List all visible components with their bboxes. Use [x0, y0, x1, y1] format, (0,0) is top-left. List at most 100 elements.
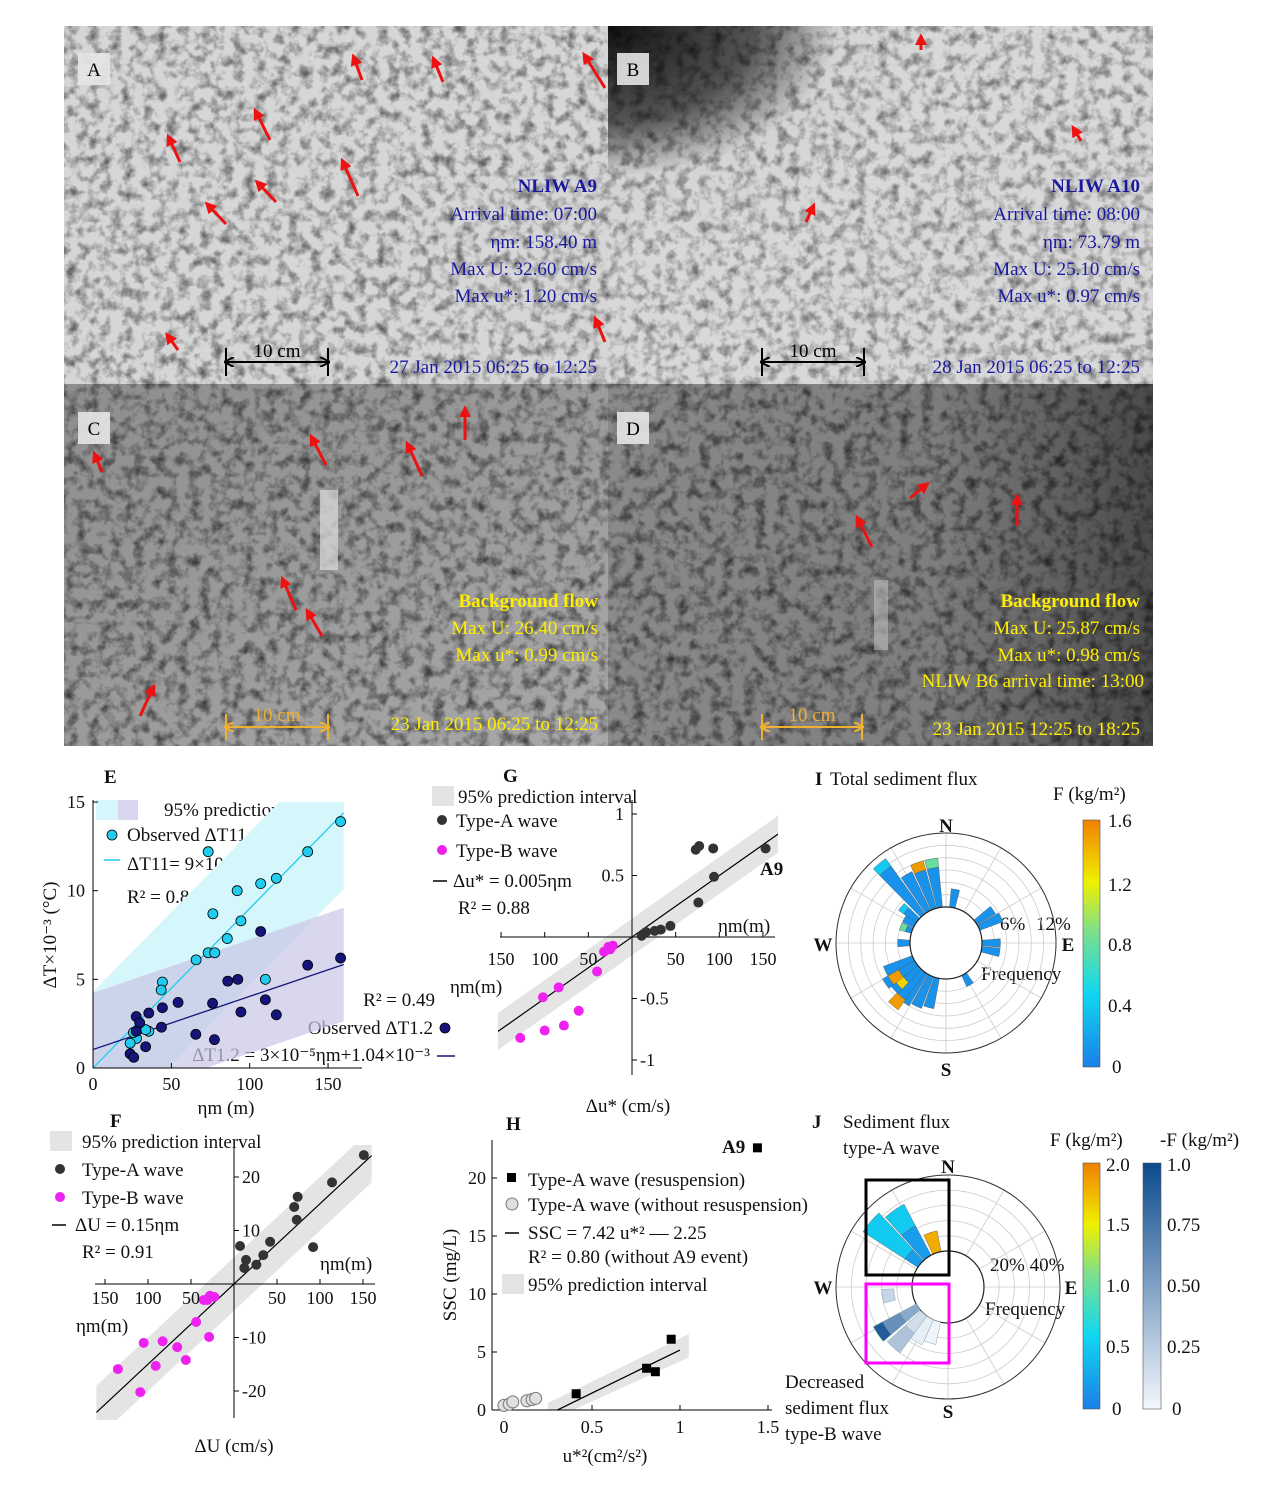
data-point-type-b [172, 1342, 183, 1353]
data-point [130, 1025, 142, 1037]
y-tick-label: 10 [468, 1284, 486, 1304]
data-point-type-a [327, 1177, 338, 1188]
scale-bar-d: 10 cm [762, 705, 862, 740]
date-range: 23 Jan 2015 06:25 to 12:25 [391, 714, 598, 735]
data-point-type-a [291, 1214, 302, 1225]
info-line: Max U: 26.40 cm/s [451, 618, 598, 639]
data-point-type-a [235, 1241, 246, 1252]
data-point-type-a [308, 1242, 319, 1253]
flow-title: Background flow [1000, 591, 1140, 612]
polar-spoke [850, 1230, 918, 1270]
data-point-type-a [665, 920, 676, 931]
chart-j: J Sediment flux type-A wave N E S W 0 20… [785, 1112, 1239, 1445]
red-arrow [254, 179, 278, 204]
label-text: 10 cm [789, 705, 836, 726]
info-line: Max u*: 0.98 cm/s [998, 645, 1141, 666]
label-text: R² = 0.91 [82, 1242, 154, 1263]
red-arrow [582, 51, 607, 89]
data-point-resuspension [650, 1367, 660, 1377]
label-text: type-A wave [843, 1138, 940, 1159]
flux-bar-type-a [885, 1203, 916, 1236]
label-text: -F (kg/m²) [1160, 1130, 1239, 1151]
label-text: S [943, 1402, 954, 1423]
data-point [270, 872, 282, 884]
polar-outer-ring [835, 1174, 1061, 1400]
label-text: R² = 0.49 [363, 990, 435, 1011]
data-point [207, 997, 218, 1009]
data-point [222, 975, 234, 987]
x-tick-label: 100 [531, 949, 558, 969]
flow-title: Background flow [458, 591, 598, 612]
label-text: type-B wave [785, 1424, 882, 1445]
data-point-type-a [239, 1262, 250, 1273]
label-text: SSC = 7.42 u*² — 2.25 [528, 1223, 706, 1244]
data-point-type-a [760, 843, 771, 854]
data-point-type-b [558, 1020, 569, 1031]
photo-label-c: C [78, 412, 110, 444]
data-point-type-a [241, 1254, 252, 1265]
flux-bar [949, 888, 960, 909]
label-text: Type-A wave (resuspension) [528, 1170, 745, 1191]
chart-i: I Total sediment flux N E S W 0 6% 12% F… [814, 769, 1133, 1081]
y-tick-label: 15 [468, 1226, 486, 1246]
legend-marker-type-b [437, 845, 447, 855]
label-text: Total sediment flux [830, 769, 978, 790]
flux-bar [910, 860, 926, 875]
x-tick-label: 150 [92, 1288, 119, 1308]
polar-spoke [976, 960, 1042, 999]
label-text: B [627, 60, 640, 81]
label-text: 0.75 [1167, 1215, 1200, 1236]
label-text: sediment flux [785, 1398, 889, 1419]
label-text: Decreased [785, 1372, 865, 1393]
red-arrow [431, 55, 445, 83]
photo-b-info: NLIW A10 Arrival time: 08:00 ηm: 73.79 m… [933, 176, 1141, 378]
red-arrows [92, 33, 1083, 717]
data-point [190, 1028, 202, 1040]
red-arrow [350, 53, 364, 81]
label-text: A [87, 60, 101, 81]
polar-spoke [890, 973, 929, 1039]
polar-spoke [978, 1304, 1046, 1344]
y-tick-label: 15 [67, 792, 85, 812]
y-tick-label: 5 [477, 1342, 486, 1362]
prediction-band [548, 1334, 689, 1410]
label-text: F (kg/m²) [1053, 784, 1126, 805]
x-tick-label: 100 [706, 949, 733, 969]
data-point [255, 926, 267, 937]
label-text: ΔU = 0.15ηm [75, 1215, 179, 1236]
label-text: A9 [722, 1137, 745, 1158]
label-text: N [939, 816, 953, 837]
data-point-type-b [198, 1295, 209, 1306]
label-text: E [104, 767, 117, 788]
legend-marker-no-resuspension [505, 1197, 519, 1211]
x-tick-label: 0 [500, 1417, 509, 1437]
label-text: Frequency [985, 1299, 1066, 1320]
label-text: 1.6 [1108, 811, 1132, 832]
legend-marker-type-b [55, 1192, 65, 1202]
x-tick-label: 1.5 [757, 1417, 780, 1437]
y-tick-label: -20 [242, 1381, 266, 1401]
legend-marker-type-a [55, 1164, 65, 1174]
chart-f: F 95% prediction interval Type-A wave Ty… [50, 1111, 377, 1457]
event-title: NLIW A9 [518, 176, 597, 197]
data-point [207, 908, 219, 920]
flux-bar [898, 903, 909, 915]
type-b-highlight-box [864, 1282, 951, 1365]
fit-line-dt11 [93, 812, 345, 1068]
red-arrow [280, 575, 298, 611]
data-point-type-b [112, 1364, 123, 1375]
legend-swatch-band [502, 1274, 524, 1294]
flux-bar [981, 938, 1001, 948]
label-text: 20% 40% [990, 1255, 1065, 1276]
photo-panel-c [64, 384, 608, 746]
flux-bar [888, 992, 906, 1011]
label-text: Observed ΔT1.2 [308, 1018, 433, 1039]
data-point-no-resuspension [529, 1391, 543, 1405]
x-tick-label: 100 [236, 1074, 263, 1094]
x-tick-label: 50 [667, 949, 685, 969]
data-point [221, 933, 233, 944]
label-text: H [506, 1114, 521, 1135]
label-text: Type-A wave (without resuspension) [528, 1195, 808, 1216]
data-point-type-b [150, 1360, 161, 1371]
legend-marker-dt11 [106, 829, 118, 841]
